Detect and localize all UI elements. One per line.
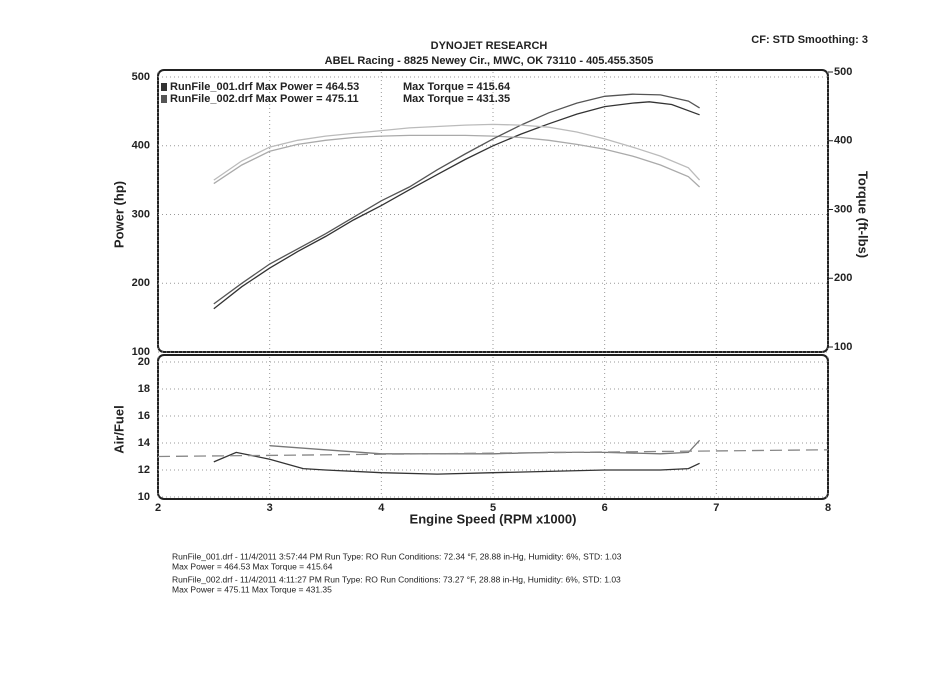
y-tick-label: 200 <box>132 277 150 289</box>
run-note: RunFile_002.drf - 11/4/2011 4:11:27 PM R… <box>172 574 621 584</box>
y-tick-label: 100 <box>132 346 150 358</box>
y-axis-label: Power (hp) <box>111 181 126 248</box>
y2-tick-label: 400 <box>834 135 852 147</box>
legend-entry: RunFile_001.drf Max Power = 464.53 <box>170 81 359 93</box>
y-axis-label: Air/Fuel <box>111 405 126 453</box>
y2-axis-label: Torque (ft-lbs) <box>856 171 871 258</box>
series-line <box>213 93 700 305</box>
x-tick-label: 6 <box>602 502 608 514</box>
top-panel-frame <box>157 69 829 353</box>
legend-swatch <box>161 95 167 103</box>
legend-swatch <box>161 83 167 91</box>
y-tick-label: 20 <box>138 356 150 368</box>
series-line <box>213 123 701 181</box>
x-tick-label: 8 <box>825 502 831 514</box>
y-tick-label: 12 <box>138 464 150 476</box>
y-tick-label: 400 <box>132 140 150 152</box>
chart-subtitle: ABEL Racing - 8825 Newey Cir., MWC, OK 7… <box>325 55 654 67</box>
chart-title: DYNOJET RESEARCH <box>431 40 548 52</box>
y2-tick-label: 300 <box>834 203 852 215</box>
y2-tick-label: 100 <box>834 341 852 353</box>
run-note: Max Power = 475.11 Max Torque = 431.35 <box>172 584 332 594</box>
series-line <box>213 451 700 475</box>
series-line <box>213 134 701 188</box>
x-tick-label: 5 <box>490 502 496 514</box>
run-note: Max Power = 464.53 Max Torque = 415.64 <box>172 561 333 571</box>
bottom-panel-frame <box>157 354 829 500</box>
x-tick-label: 3 <box>267 502 273 514</box>
y-tick-label: 300 <box>132 208 150 220</box>
x-tick-label: 2 <box>155 502 161 514</box>
run-note: RunFile_001.drf - 11/4/2011 3:57:44 PM R… <box>172 551 622 561</box>
y-tick-label: 10 <box>138 491 150 503</box>
y-tick-label: 16 <box>138 410 150 422</box>
legend-entry: Max Torque = 415.64 <box>403 81 511 93</box>
series-line <box>213 101 700 310</box>
legend-entry: RunFile_002.drf Max Power = 475.11 <box>170 93 359 105</box>
y2-tick-label: 500 <box>834 66 852 78</box>
x-tick-label: 4 <box>378 502 385 514</box>
settings: CF: STD Smoothing: 3 <box>751 34 868 46</box>
x-tick-label: 7 <box>713 502 719 514</box>
y2-tick-label: 200 <box>834 272 852 284</box>
x-axis-label: Engine Speed (RPM x1000) <box>410 511 577 526</box>
y-tick-label: 14 <box>138 437 151 449</box>
legend-entry: Max Torque = 431.35 <box>403 93 510 105</box>
series-line <box>157 449 829 458</box>
y-tick-label: 18 <box>138 383 150 395</box>
y-tick-label: 500 <box>132 71 150 83</box>
